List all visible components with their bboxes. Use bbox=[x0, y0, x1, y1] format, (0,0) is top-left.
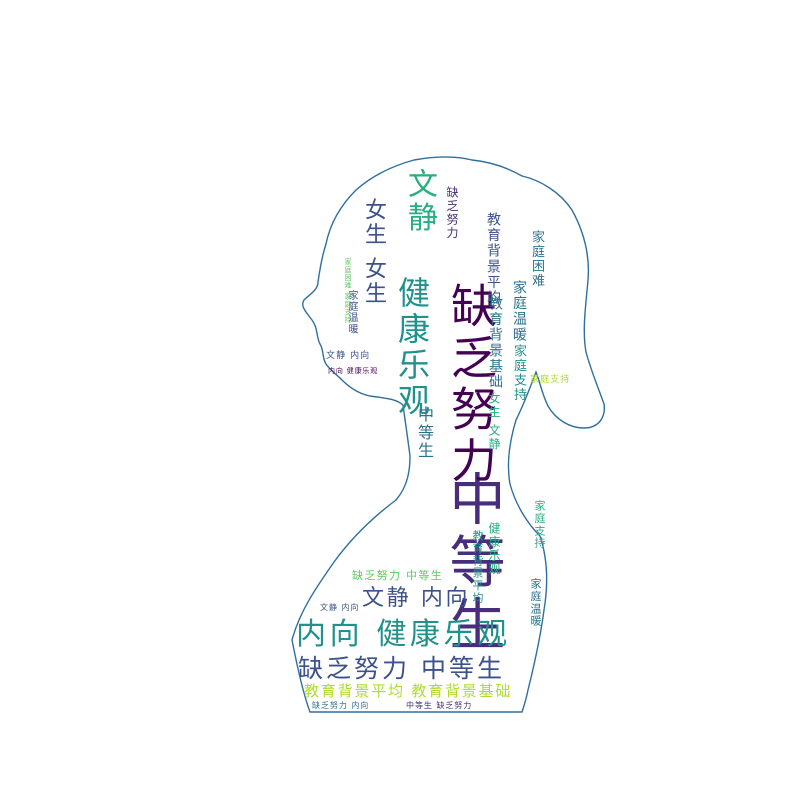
word-jiating-zhichi-lower: 家庭支持 bbox=[533, 500, 546, 550]
word-zhongdengsheng-quefa-nuli-bottom: 中等生 缺乏努力 bbox=[406, 701, 473, 710]
word-wenjing-neixiang-small: 文静 内向 bbox=[326, 351, 371, 361]
word-jiaoyu-beijing-jichu: 教育背景基础 bbox=[487, 296, 503, 391]
word-quefa-nuli-large: 缺乏努力 bbox=[444, 282, 498, 489]
word-neixiang-jiankang-leguan: 内向 健康乐观 bbox=[296, 617, 511, 652]
word-jiaoyu-beijing-pingjun-lower: 教育背景平均 bbox=[471, 530, 484, 604]
word-jiating-kunnan: 家庭困难 bbox=[529, 230, 544, 289]
word-jiating-zhichi: 家庭支持 bbox=[511, 344, 526, 403]
word-neixiang-jiankang-leguan-tiny: 内向 健康乐观 bbox=[328, 367, 379, 375]
word-jiating-kunnan-zhichi: 家庭困难 家庭支持 bbox=[344, 258, 352, 324]
word-jiating-wennuan-left: 家庭温暖 bbox=[346, 290, 357, 335]
word-jiating-zhichi-small: 家庭支持 bbox=[530, 375, 571, 385]
word-quefa-nuli-small: 缺乏努力 bbox=[445, 186, 459, 240]
word-nvsheng-nvsheng: 女生 女生 bbox=[361, 198, 386, 307]
word-jiaoyu-beijing-row: 教育背景平均 教育背景基础 bbox=[304, 682, 513, 700]
word-jiating-wennuan: 家庭温暖 bbox=[511, 280, 527, 343]
word-jiankang-leguan-vertical: 健康乐观 bbox=[393, 276, 431, 420]
silhouette-path bbox=[291, 156, 605, 713]
word-wenjing-neixiang: 文静 内向 bbox=[362, 586, 471, 611]
word-jiankang-leguan-small: 健康乐观 bbox=[487, 522, 501, 576]
word-nvsheng-wenjing: 女生 文静 bbox=[487, 392, 501, 452]
word-quefa-nuli-neixiang-bottom: 缺乏努力 内向 bbox=[312, 701, 370, 710]
word-wenjing-neixiang-tiny: 文静 内向 bbox=[320, 603, 360, 612]
word-jiaoyu-beijing-pingjun: 教育背景平均 bbox=[485, 212, 501, 307]
word-jiating-wennuan-lower: 家庭温暖 bbox=[529, 578, 542, 628]
word-zhongdengsheng-small: 中等生 bbox=[415, 406, 434, 460]
word-quefa-nuli-zhongdengsheng: 缺乏努力 中等生 bbox=[298, 654, 505, 683]
word-quefa-nuli-zhongdengsheng-small: 缺乏努力 中等生 bbox=[352, 569, 444, 582]
word-zhongdengsheng-large: 中等生 bbox=[440, 470, 505, 659]
word-wenjing-vertical: 文静 bbox=[402, 168, 437, 236]
